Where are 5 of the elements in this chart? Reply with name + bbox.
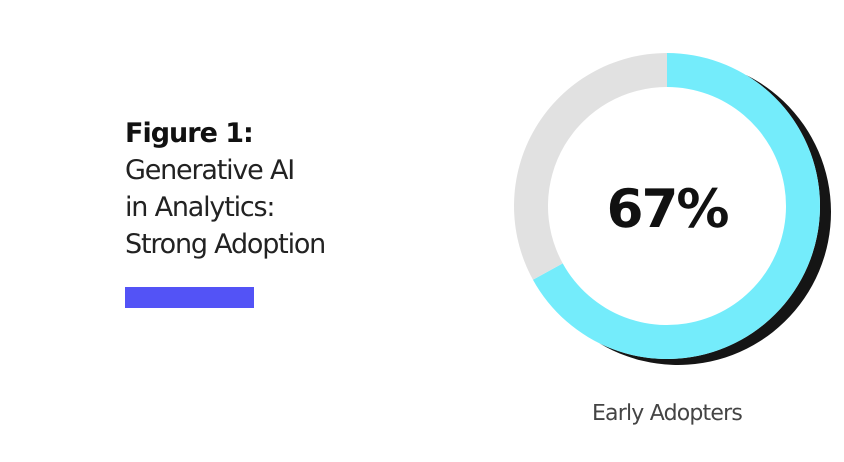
slice-label: Early Adopters — [592, 401, 742, 426]
text: Generative AI in Analytics: Strong Adoption — [125, 155, 326, 260]
data-label: 67% — [606, 179, 728, 240]
donut-slice — [532, 53, 820, 359]
text: Figure 1: — [125, 118, 253, 149]
